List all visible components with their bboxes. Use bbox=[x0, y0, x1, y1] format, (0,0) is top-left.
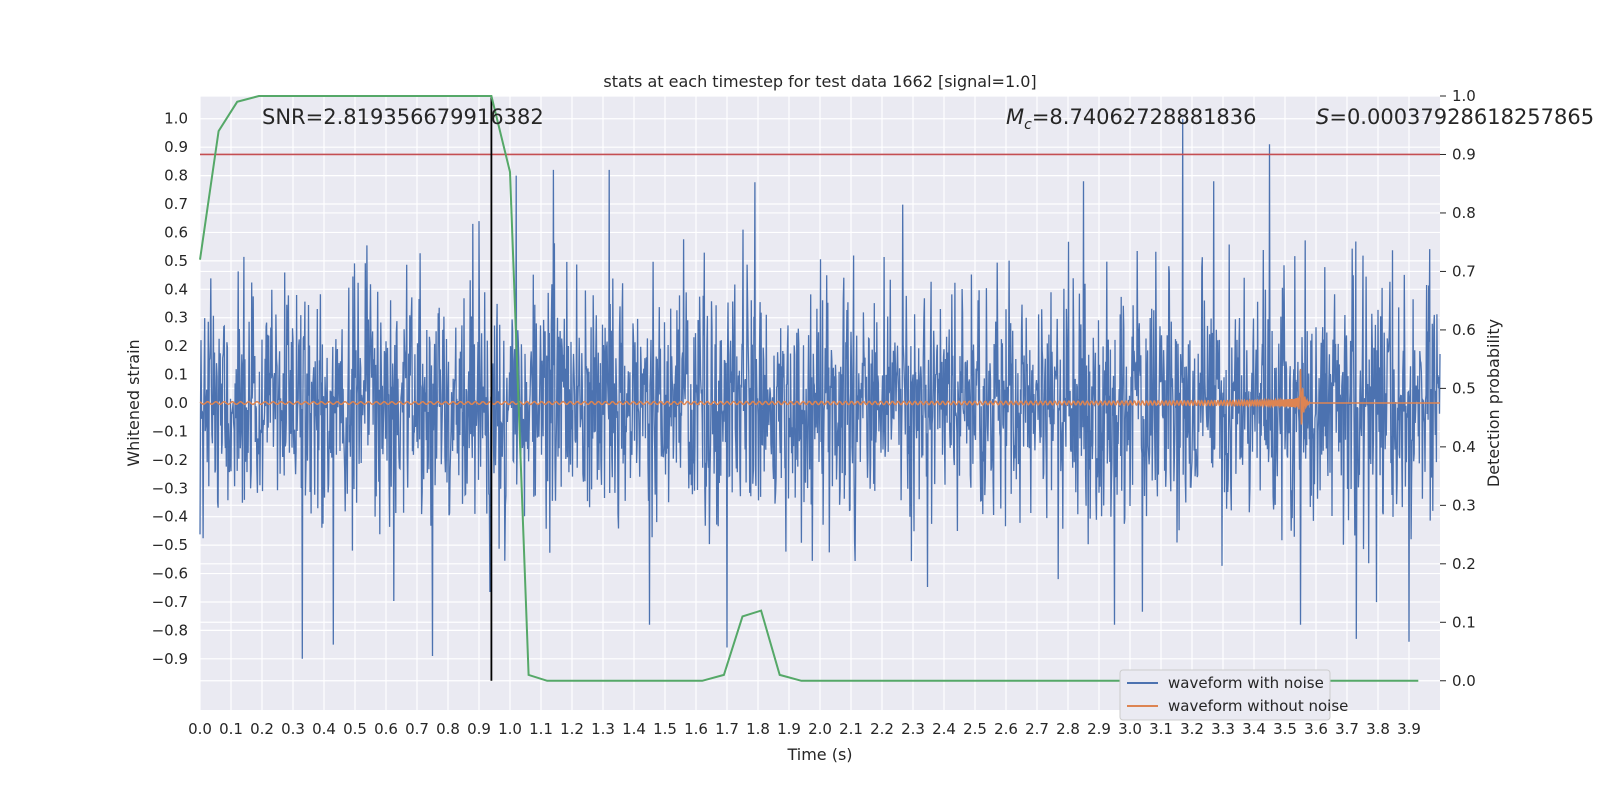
y-axis-right-label: Detection probability bbox=[1484, 319, 1503, 487]
y-left-tick-label: 0.8 bbox=[164, 167, 188, 185]
legend-label-clean: waveform without noise bbox=[1168, 697, 1348, 715]
x-tick-label: 3.5 bbox=[1273, 720, 1297, 738]
spin-value: =0.00037928618257865 bbox=[1329, 105, 1594, 129]
y-left-tick-label: 0.6 bbox=[164, 223, 188, 241]
y-left-tick-label: 0.7 bbox=[164, 195, 188, 213]
x-tick-label: 1.3 bbox=[591, 720, 615, 738]
x-tick-label: 0.6 bbox=[374, 720, 398, 738]
x-tick-label: 2.2 bbox=[870, 720, 894, 738]
y-right-tick-label: 0.2 bbox=[1452, 555, 1476, 573]
x-tick-label: 1.6 bbox=[684, 720, 708, 738]
x-tick-label: 2.8 bbox=[1056, 720, 1080, 738]
x-tick-label: 3.2 bbox=[1180, 720, 1204, 738]
plot-area bbox=[199, 95, 1441, 682]
y-axis-left-ticks: −0.9 −0.8 −0.7 −0.6 −0.5 −0.4 −0.3 −0.2 −0.1 0.0 0… bbox=[152, 110, 188, 668]
y-right-tick-label: 1.0 bbox=[1452, 87, 1476, 105]
legend: waveform with noise waveform without noi… bbox=[1119, 669, 1348, 721]
chirp-mass-subscript: c bbox=[1024, 117, 1032, 133]
x-tick-label: 2.4 bbox=[932, 720, 956, 738]
y-right-tick-label: 0.8 bbox=[1452, 204, 1476, 222]
x-tick-label: 2.9 bbox=[1087, 720, 1111, 738]
x-tick-label: 3.6 bbox=[1304, 720, 1328, 738]
x-axis-ticks: 0.0 0.1 0.2 0.3 0.4 0.5 0.6 0.7 0.8 0.9 1.0 1.1 1.2 1… bbox=[188, 720, 1421, 738]
y-left-tick-label: 0.0 bbox=[164, 394, 188, 412]
y-right-tick-label: 0.9 bbox=[1452, 145, 1476, 163]
series-waveform-with-noise bbox=[199, 118, 1441, 659]
y-left-tick-label: −0.1 bbox=[152, 422, 188, 440]
chirp-mass-value: =8.74062728881836 bbox=[1032, 105, 1257, 129]
spin-symbol: S bbox=[1316, 105, 1329, 129]
y-left-tick-label: 0.4 bbox=[164, 280, 188, 298]
x-tick-label: 3.9 bbox=[1397, 720, 1421, 738]
x-tick-label: 2.0 bbox=[808, 720, 832, 738]
y-left-tick-label: 0.9 bbox=[164, 138, 188, 156]
x-tick-label: 3.4 bbox=[1242, 720, 1266, 738]
chirp-mass-symbol: M bbox=[1006, 105, 1024, 129]
y-right-tick-label: 0.6 bbox=[1452, 321, 1476, 339]
x-tick-label: 0.9 bbox=[467, 720, 491, 738]
x-tick-label: 0.7 bbox=[405, 720, 429, 738]
x-tick-label: 2.5 bbox=[963, 720, 987, 738]
x-tick-label: 2.3 bbox=[901, 720, 925, 738]
y-right-tick-label: 0.1 bbox=[1452, 613, 1476, 631]
x-tick-label: 2.1 bbox=[839, 720, 863, 738]
x-tick-label: 0.3 bbox=[281, 720, 305, 738]
x-tick-label: 3.7 bbox=[1335, 720, 1359, 738]
y-left-tick-label: 0.5 bbox=[164, 252, 188, 270]
chart-title: stats at each timestep for test data 166… bbox=[603, 72, 1036, 91]
x-tick-label: 0.5 bbox=[343, 720, 367, 738]
x-tick-label: 2.7 bbox=[1025, 720, 1049, 738]
x-tick-label: 0.0 bbox=[188, 720, 212, 738]
x-tick-label: 0.2 bbox=[250, 720, 274, 738]
series-detection-probability bbox=[199, 95, 1419, 682]
y-left-tick-label: −0.8 bbox=[152, 621, 188, 639]
x-tick-label: 1.0 bbox=[498, 720, 522, 738]
y-left-tick-label: 0.3 bbox=[164, 309, 188, 327]
y-right-tick-label: 0.3 bbox=[1452, 496, 1476, 514]
y-left-tick-label: −0.4 bbox=[152, 508, 188, 526]
x-tick-label: 0.4 bbox=[312, 720, 336, 738]
y-axis-right-ticks: 0.0 0.1 0.2 0.3 0.4 0.5 0.6 0.7 0.8 0.9 1.0 bbox=[1440, 87, 1476, 690]
y-left-tick-label: −0.9 bbox=[152, 650, 188, 668]
x-tick-label: 1.2 bbox=[560, 720, 584, 738]
y-right-tick-label: 0.0 bbox=[1452, 672, 1476, 690]
x-tick-label: 0.8 bbox=[436, 720, 460, 738]
y-left-tick-label: −0.7 bbox=[152, 593, 188, 611]
x-tick-label: 3.3 bbox=[1211, 720, 1235, 738]
x-tick-label: 1.9 bbox=[777, 720, 801, 738]
y-left-tick-label: 0.2 bbox=[164, 337, 188, 355]
x-tick-label: 3.8 bbox=[1366, 720, 1390, 738]
x-tick-label: 1.5 bbox=[653, 720, 677, 738]
y-axis-left-label: Whitened strain bbox=[124, 339, 143, 466]
y-left-tick-label: −0.2 bbox=[152, 451, 188, 469]
y-left-tick-label: 1.0 bbox=[164, 110, 188, 128]
snr-annotation: SNR=2.819356679916382 bbox=[262, 105, 544, 129]
legend-label-noise: waveform with noise bbox=[1168, 674, 1324, 692]
spin-annotation: S=0.00037928618257865 bbox=[1316, 105, 1594, 129]
y-left-tick-label: −0.5 bbox=[152, 536, 188, 554]
x-tick-label: 1.4 bbox=[622, 720, 646, 738]
series-waveform-without-noise bbox=[199, 368, 1440, 425]
x-axis-label: Time (s) bbox=[786, 745, 852, 764]
chirp-mass-annotation: Mc=8.74062728881836 bbox=[1006, 105, 1257, 133]
y-left-tick-label: −0.3 bbox=[152, 479, 188, 497]
y-right-tick-label: 0.7 bbox=[1452, 262, 1476, 280]
x-tick-label: 3.0 bbox=[1118, 720, 1142, 738]
x-tick-label: 1.1 bbox=[529, 720, 553, 738]
x-tick-label: 2.6 bbox=[994, 720, 1018, 738]
y-left-tick-label: 0.1 bbox=[164, 366, 188, 384]
y-right-tick-label: 0.4 bbox=[1452, 438, 1476, 456]
x-tick-label: 0.1 bbox=[219, 720, 243, 738]
y-right-tick-label: 0.5 bbox=[1452, 379, 1476, 397]
x-tick-label: 3.1 bbox=[1149, 720, 1173, 738]
legend-box bbox=[1119, 669, 1331, 721]
y-left-tick-label: −0.6 bbox=[152, 565, 188, 583]
x-tick-label: 1.7 bbox=[715, 720, 739, 738]
x-tick-label: 1.8 bbox=[746, 720, 770, 738]
